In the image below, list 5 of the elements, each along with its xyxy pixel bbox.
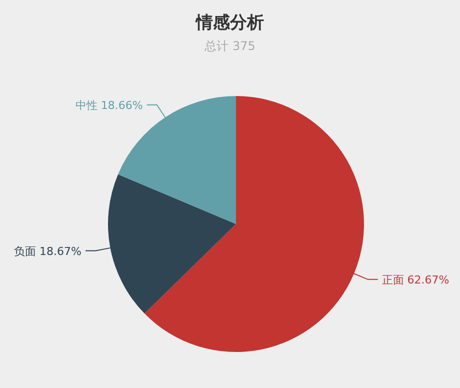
chart-subtitle: 总计 375 bbox=[204, 39, 256, 53]
chart-title: 情感分析 bbox=[195, 13, 264, 33]
slice-label: 中性 18.66% bbox=[75, 98, 143, 112]
slice-label: 负面 18.67% bbox=[14, 244, 82, 258]
slice-label: 正面 62.67% bbox=[382, 273, 450, 286]
